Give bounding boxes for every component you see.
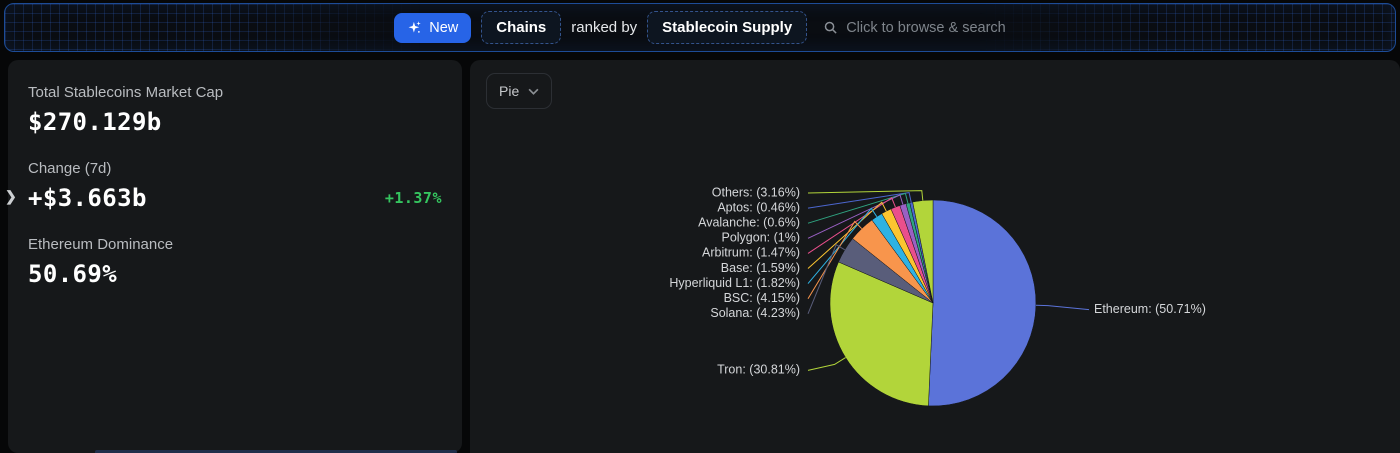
search-icon: [824, 21, 837, 34]
chains-selector-button[interactable]: Chains: [481, 11, 562, 44]
pie-leaderline-tron: [807, 357, 846, 371]
chart-type-label: Pie: [499, 83, 520, 99]
stat-value-dominance: 50.69%: [28, 260, 118, 288]
pie-label-bsc: BSC: (4.15%): [724, 291, 800, 305]
pie-label-arbitrum: Arbitrum: (1.47%): [702, 246, 800, 260]
stat-change-percent: +1.37%: [384, 189, 442, 207]
top-navigation-bar: New Chains ranked by Stablecoin Supply C…: [4, 3, 1396, 52]
metric-selector-button[interactable]: Stablecoin Supply: [647, 11, 808, 44]
stat-label: Ethereum Dominance: [28, 236, 174, 253]
pie-label-tron: Tron: (30.81%): [717, 363, 800, 377]
pie-leaderline-ethereum: [1035, 304, 1090, 311]
pie-leaderline-hyperliquid-l1: [807, 207, 878, 284]
pie-label-hyperliquid-l1: Hyperliquid L1: (1.82%): [669, 276, 800, 290]
pie-label-polygon: Polygon: (1%): [721, 231, 800, 245]
stat-total-market-cap: Total Stablecoins Market Cap $270.129b: [28, 84, 442, 136]
chart-type-selector[interactable]: Pie: [486, 73, 553, 109]
stat-value-change: +$3.663b: [28, 184, 147, 212]
pie-label-others: Others: (3.16%): [712, 185, 800, 199]
stats-panel: Total Stablecoins Market Cap $270.129b C…: [8, 60, 462, 453]
expand-chevron-icon[interactable]: ❯: [5, 188, 17, 204]
pie-label-aptos: Aptos: (0.46%): [717, 200, 800, 214]
cutoff-row-edge: [95, 450, 457, 453]
pie-label-avalanche: Avalanche: (0.6%): [698, 215, 800, 229]
pie-leaderline-others: [807, 190, 924, 201]
chevron-down-icon: [528, 88, 539, 95]
ranked-by-text: ranked by: [571, 19, 638, 36]
pie-leaderline-base: [807, 201, 887, 269]
search-placeholder: Click to browse & search: [846, 19, 1006, 36]
stablecoin-supply-pie-chart: Others: (3.16%)Aptos: (0.46%)Avalanche: …: [669, 185, 1206, 407]
sparkles-icon: [408, 21, 421, 33]
pie-leaderline-arbitrum: [807, 197, 896, 254]
pie-leaderline-aptos: [807, 192, 912, 209]
pie-slice-ethereum[interactable]: [928, 199, 1037, 407]
search-input[interactable]: Click to browse & search: [823, 20, 1006, 36]
new-button-label: New: [429, 19, 459, 36]
pie-leaderline-avalanche: [807, 192, 909, 224]
chart-panel: Pie Others: (3.16%) Aptos: (0.46%) Avalanc…: [470, 60, 1400, 453]
stat-change-7d: Change (7d) +$3.663b +1.37%: [28, 160, 442, 212]
pie-leaderline-solana: [807, 243, 846, 314]
pie-label-solana: Solana: (4.23%): [710, 306, 800, 320]
pie-label-ethereum: Ethereum: (50.71%): [1094, 302, 1206, 316]
pie-label-base: Base: (1.59%): [721, 261, 800, 275]
stat-label: Change (7d): [28, 160, 112, 177]
new-button[interactable]: New: [394, 12, 472, 43]
pie-slice-tron[interactable]: [829, 261, 934, 407]
pie-slice-others[interactable]: [912, 199, 934, 304]
stat-label: Total Stablecoins Market Cap: [28, 84, 224, 101]
pie-leaderline-bsc: [807, 220, 863, 299]
stat-ethereum-dominance: Ethereum Dominance 50.69%: [28, 236, 442, 288]
stat-value-market-cap: $270.129b: [28, 108, 162, 136]
pie-leaderline-polygon: [807, 194, 904, 239]
